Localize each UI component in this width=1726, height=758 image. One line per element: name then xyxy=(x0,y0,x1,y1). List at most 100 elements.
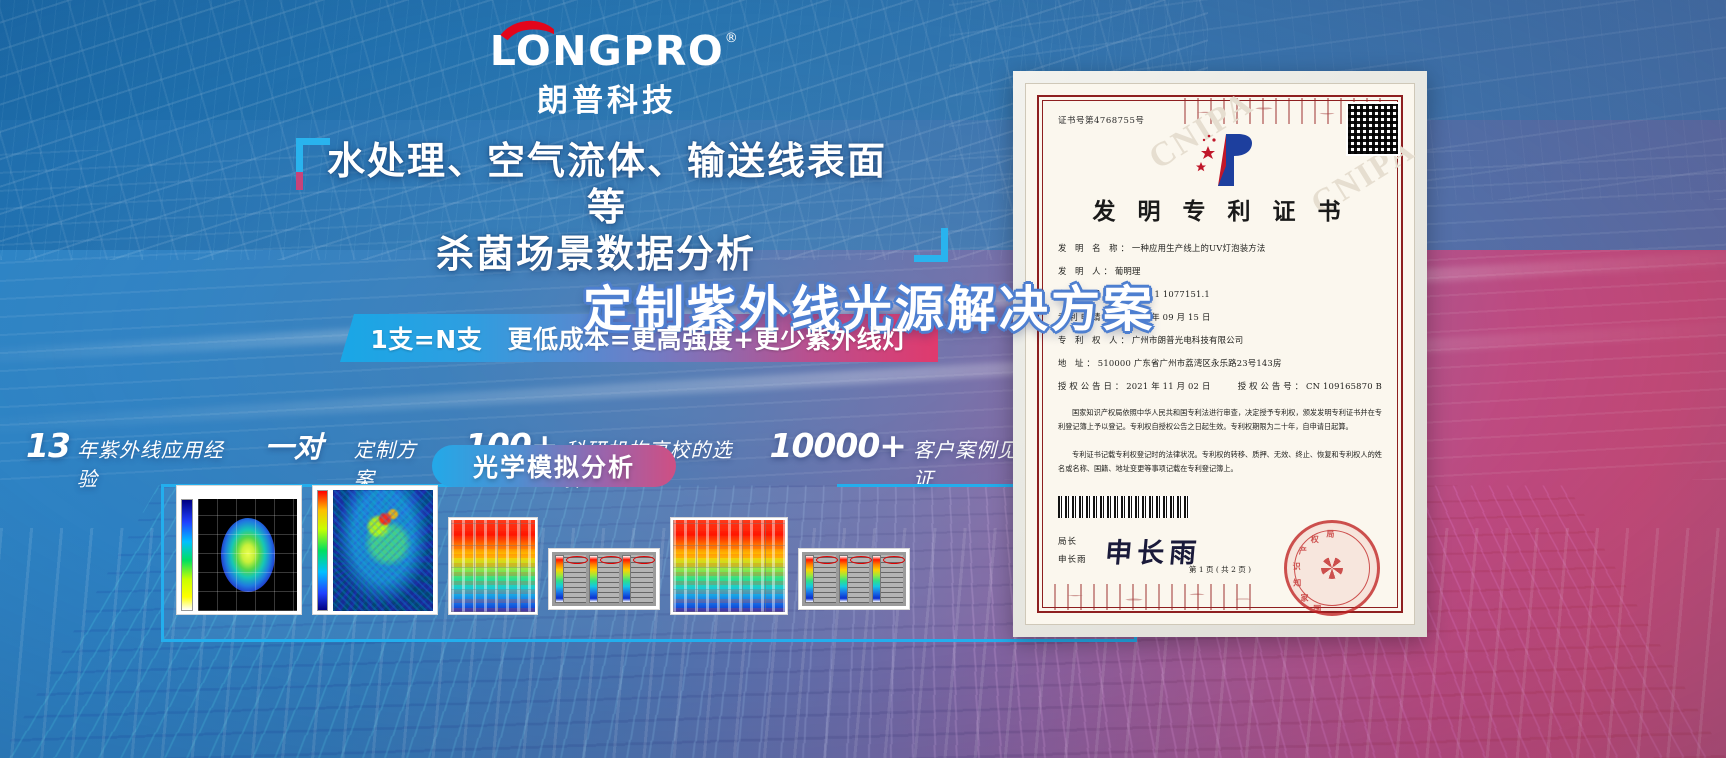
logo-wordmark: LONGPRO ® xyxy=(489,27,738,75)
thumb-body xyxy=(317,490,433,611)
gallery-thumbnails xyxy=(176,485,910,615)
legend-box xyxy=(552,552,656,606)
legend-column xyxy=(622,555,656,603)
headline-line-2: 杀菌场景数据分析 xyxy=(435,231,756,276)
legend-ticks xyxy=(814,555,838,603)
legend-colorbar-icon xyxy=(805,555,814,603)
stat-item: 10000+ 客户案例见证 xyxy=(769,426,1024,492)
row-value: 510000 广东省广州市荔湾区永乐路23号143房 xyxy=(1097,358,1282,368)
legend-column xyxy=(805,555,838,603)
legend-colorbar-icon xyxy=(555,555,564,603)
legend-box xyxy=(802,552,906,606)
heatmap-grid xyxy=(673,520,785,612)
title-gradient-bar xyxy=(340,314,938,362)
plot-grid xyxy=(198,499,297,611)
plot-area xyxy=(198,499,297,611)
barcode-icon xyxy=(1058,496,1190,519)
certificate-grant-row: 授权公告日：2021 年 11 月 02 日 授权公告号：CN 10916587… xyxy=(1058,380,1382,392)
certificate-row: 发 明 名 称：一种应用生产线上的UV灯泡装方法 xyxy=(1058,242,1382,254)
signature-area: 局长 申长雨 申长雨 国 家 知 识 产 权 局 xyxy=(1058,520,1382,617)
legend-column xyxy=(555,555,588,603)
row-value: 葡明理 xyxy=(1114,266,1141,276)
legend-colorbar-icon xyxy=(588,555,598,603)
thumb-color-legend-strips-1[interactable] xyxy=(548,548,660,610)
highlight-ellipse-icon xyxy=(883,556,906,564)
legend-colorbar-icon xyxy=(838,555,848,603)
brand-logo: LONGPRO ® 朗普科技 xyxy=(487,27,738,120)
beam-spot xyxy=(220,518,275,592)
legend-colorbar-icon xyxy=(622,555,632,603)
certificate-title: 发 明 专 利 证 书 xyxy=(1092,198,1348,225)
grant-date-value: 2021 年 11 月 02 日 xyxy=(1126,381,1211,391)
official-seal-icon: 国 家 知 识 产 权 局 xyxy=(1284,520,1380,617)
stat-label: 年紫外线应用经验 xyxy=(76,438,224,491)
grant-number: 授权公告号：CN 109165870 B xyxy=(1238,380,1382,392)
row-key: 地 址： xyxy=(1058,358,1098,368)
highlight-ellipse-icon xyxy=(849,556,872,564)
certificate-paragraph-1: 国家知识产权局依照中华人民共和国专利法进行审查，决定授予专利权，颁发发明专利证书… xyxy=(1058,408,1382,432)
thumb-beam-spot-contour-plot[interactable] xyxy=(176,485,302,615)
row-value: 一种应用生产线上的UV灯泡装方法 xyxy=(1131,243,1266,253)
certificate-row: 地 址：510000 广东省广州市荔湾区永乐路23号143房 xyxy=(1058,357,1382,369)
heatmap-grid xyxy=(451,520,535,612)
background-top-band-2 xyxy=(0,0,1726,120)
bracket-top-left-icon xyxy=(296,138,330,190)
main-subtitle: 1支=N支 更低成本=更高强度+更少紫外线灯 xyxy=(370,325,908,354)
headline-line-1: 水处理、空气流体、输送线表面等 xyxy=(326,139,887,230)
colorbar-icon xyxy=(181,499,193,611)
plot-area xyxy=(333,490,433,611)
certificate-page-number: 第 1 页 ( 共 2 页 ) xyxy=(1188,564,1252,574)
stat-number: 10000+ xyxy=(769,426,906,465)
stats-row: 13 年紫外线应用经验 一对一 定制方案 100+ 科研机构高校的选择 1000… xyxy=(0,424,1040,508)
thumb-speckle-irradiance-map[interactable] xyxy=(312,485,438,615)
highlight-ellipse-icon xyxy=(566,556,588,564)
row-value: 2018 年 09 月 15 日 xyxy=(1126,312,1211,322)
thumb-heat-column-map-2[interactable] xyxy=(670,517,788,615)
heatmap-mottle xyxy=(673,520,785,612)
certificate-row: 专 利 权 人：广州市朗普光电科技有限公司 xyxy=(1058,334,1382,346)
stat-item: 13 年紫外线应用经验 xyxy=(26,426,233,492)
grant-number-key: 授权公告号： xyxy=(1237,381,1307,391)
row-value: 广州市朗普光电科技有限公司 xyxy=(1131,335,1244,345)
legend-column xyxy=(588,555,622,603)
heatmap xyxy=(451,520,535,612)
heatmap-base xyxy=(673,520,785,612)
thumb-body xyxy=(181,499,297,611)
cnipa-logo xyxy=(1058,132,1382,190)
heatmap-base xyxy=(451,520,535,612)
grant-date-key: 授权公告日： xyxy=(1058,381,1127,391)
thumb-heat-column-map-1[interactable] xyxy=(448,517,538,615)
bracket-bottom-right-icon xyxy=(914,228,948,262)
stat-label: 定制方案 xyxy=(353,438,417,491)
speckle-field xyxy=(333,490,433,611)
thumb-color-legend-strips-2[interactable] xyxy=(798,548,910,610)
row-key: 专利申请日： xyxy=(1058,312,1127,322)
seal-inner-ring xyxy=(1294,530,1370,607)
logo-text-cn: 朗普科技 xyxy=(537,83,677,120)
legend-column xyxy=(838,555,872,603)
grant-date: 授权公告日：2021 年 11 月 02 日 xyxy=(1058,380,1211,392)
certificate-row: 发 明 人：葡明理 xyxy=(1058,265,1382,277)
main-title: 定制紫外线光源解决方案 xyxy=(582,281,1155,338)
certificate-inner: CNIPA CNIPA 证书号第4768755号 xyxy=(1025,83,1422,625)
legend-ticks xyxy=(881,555,906,603)
certificate-row: 专利申请日：2018 年 09 月 15 日 xyxy=(1058,311,1382,323)
certificate-row: 专 利 号：ZL 2018 1 1077151.1 xyxy=(1058,288,1382,300)
grant-number-value: CN 109165870 B xyxy=(1306,381,1382,391)
row-key: 发 明 名 称： xyxy=(1058,243,1132,253)
certificate-body: 证书号第4768755号 发 明 专 利 证 书 xyxy=(1042,100,1398,617)
logo-text-en: LONGPRO xyxy=(489,27,725,75)
cnipa-emblem-icon xyxy=(1196,134,1252,186)
row-key: 发 明 人： xyxy=(1058,266,1115,276)
stat-number: 13 xyxy=(26,426,71,465)
patent-certificate[interactable]: CNIPA CNIPA 证书号第4768755号 xyxy=(1013,71,1427,637)
heatmap xyxy=(673,520,785,612)
registered-trademark-icon: ® xyxy=(724,31,740,46)
row-value: ZL 2018 1 1077151.1 xyxy=(1114,289,1210,299)
legend-colorbar-icon xyxy=(872,555,882,603)
headline-block: 水处理、空气流体、输送线表面等 杀菌场景数据分析 xyxy=(296,138,948,277)
certificate-number: 证书号第4768755号 xyxy=(1058,116,1145,126)
thumb-header-strip xyxy=(181,490,297,499)
